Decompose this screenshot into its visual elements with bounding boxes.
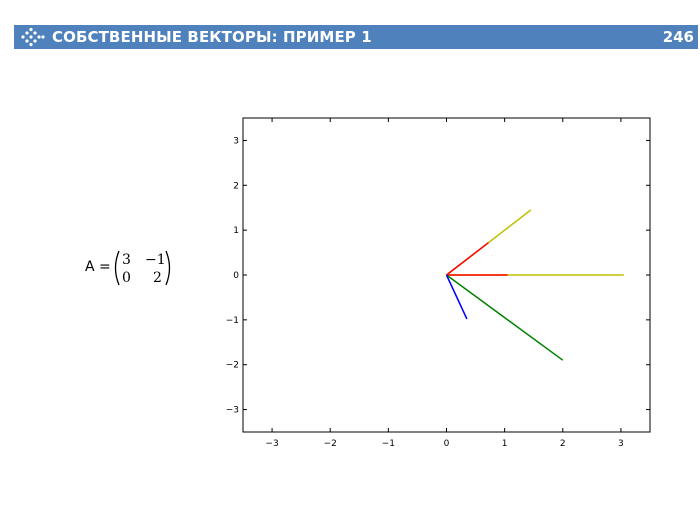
y-tick-label: 0 (233, 271, 239, 281)
matrix-cell: 3 (122, 252, 131, 268)
y-tick-label: −1 (226, 316, 239, 326)
y-tick-label: 1 (233, 226, 239, 236)
y-tick-label: −3 (226, 406, 239, 416)
chart-svg: −3 −2 −1 0 1 2 3 −3 −2 −1 0 1 2 3 (226, 117, 651, 449)
x-tick-label: 2 (560, 439, 566, 449)
matrix: 3 −1 0 2 (114, 250, 171, 286)
eigenvector-chart: −3 −2 −1 0 1 2 3 −3 −2 −1 0 1 2 3 (200, 110, 670, 460)
header-bar: СОБСТВЕННЫЕ ВЕКТОРЫ: ПРИМЕР 1 246 (14, 25, 698, 49)
matrix-equation: A = 3 −1 0 2 (85, 248, 195, 288)
right-paren (165, 250, 171, 286)
page-number: 246 (662, 28, 694, 46)
matrix-cell: −1 (145, 252, 166, 268)
arrows-logo-icon (21, 27, 45, 47)
slide-title: СОБСТВЕННЫЕ ВЕКТОРЫ: ПРИМЕР 1 (52, 28, 372, 46)
x-tick-label: −1 (382, 439, 395, 449)
x-tick-label: 3 (618, 439, 624, 449)
y-tick-label: 3 (233, 136, 239, 146)
vector-line (445, 274, 468, 320)
x-tick-label: −3 (265, 439, 278, 449)
x-tick-label: −2 (324, 439, 337, 449)
vector-line (446, 274, 564, 361)
matrix-label: A = (85, 259, 111, 275)
x-tick-label: 1 (502, 439, 508, 449)
y-tick-label: −2 (226, 361, 239, 371)
y-tick-label: 2 (233, 181, 239, 191)
matrix-cell: 2 (153, 270, 162, 286)
x-tick-label: 0 (444, 439, 450, 449)
left-paren (114, 250, 120, 286)
vector-line (446, 242, 489, 276)
matrix-cell: 0 (122, 270, 131, 286)
